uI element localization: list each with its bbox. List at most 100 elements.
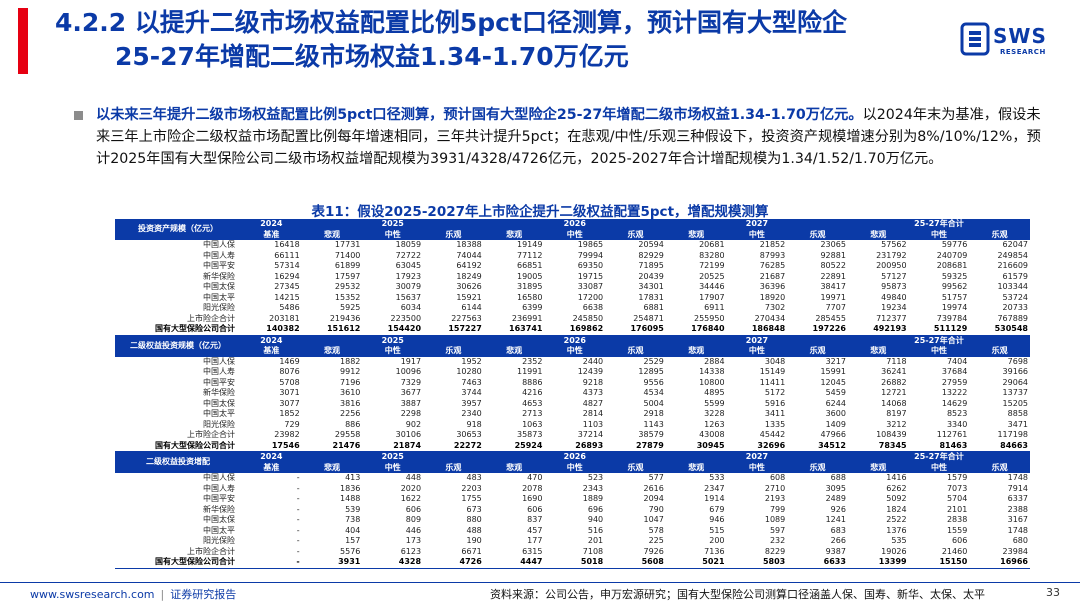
table-cell: 1559 bbox=[946, 525, 968, 535]
table-cell: 6633 bbox=[823, 557, 846, 566]
table-cell: 2078 bbox=[522, 483, 543, 493]
table-cell: 30079 bbox=[395, 282, 422, 291]
title-line-2: 25-27年增配二级市场权益1.34-1.70万亿元 bbox=[115, 42, 629, 71]
footer-url[interactable]: www.swsresearch.com bbox=[30, 588, 155, 601]
table-cell: 61579 bbox=[1002, 271, 1028, 281]
table-cell: 2522 bbox=[886, 515, 907, 524]
table-cell: 254871 bbox=[633, 313, 664, 323]
table-cell: 71895 bbox=[638, 261, 664, 270]
row-label: 中国太平 bbox=[203, 409, 235, 418]
table-cell: 38417 bbox=[820, 282, 846, 291]
year-header: 2026 bbox=[483, 451, 666, 463]
table-cell: 448 bbox=[405, 473, 422, 482]
table-cell: 69350 bbox=[577, 261, 604, 270]
table-cell: 11411 bbox=[759, 377, 786, 387]
row-label: 新华保险 bbox=[203, 504, 235, 514]
table-cell: 7698 bbox=[1007, 356, 1028, 366]
table-cell: 37684 bbox=[941, 367, 968, 376]
table-cell: 11991 bbox=[517, 367, 543, 376]
table-cell: 1376 bbox=[886, 525, 907, 535]
table-cell: 3212 bbox=[886, 419, 907, 429]
table-cell: 2340 bbox=[461, 409, 482, 418]
table-row: 国有大型保险公司合计 17546 21476 21874 22272 25924 26893… bbox=[115, 441, 1030, 452]
table-cell: 169862 bbox=[569, 324, 604, 333]
year-header: 2027 bbox=[665, 451, 848, 463]
table-cell: 27879 bbox=[636, 440, 664, 450]
case-header: 悲观 bbox=[665, 462, 727, 473]
table-row: 中国太保 27345 29532 30079 30626 31895 33087 34301 3… bbox=[115, 282, 1030, 293]
table-cell: 4726 bbox=[459, 557, 482, 566]
table-cell: 2616 bbox=[643, 483, 664, 493]
footer-label: 证券研究报告 bbox=[170, 588, 237, 601]
table-row: 中国太保 - 738 809 880 837 940 1047 946 1089 1241 2522 2… bbox=[115, 515, 1030, 526]
table-cell: 151612 bbox=[326, 324, 361, 333]
table-cell: 255950 bbox=[693, 313, 725, 323]
table-row: 中国人寿 - 1836 2020 2203 2078 2343 2616 2347 2710 309… bbox=[115, 484, 1030, 495]
table-cell: 201 bbox=[587, 536, 604, 545]
table-cell: 2529 bbox=[643, 356, 664, 366]
table-cell: 249854 bbox=[997, 250, 1028, 260]
table-cell: 140382 bbox=[266, 324, 300, 333]
table-cell: 10280 bbox=[456, 367, 482, 376]
table-cell: 225 bbox=[648, 536, 664, 545]
table-cell: 15205 bbox=[1002, 398, 1028, 408]
table-cell: 3048 bbox=[764, 356, 786, 366]
table-cell: 799 bbox=[769, 504, 786, 514]
table-cell: 19234 bbox=[881, 303, 907, 312]
footer-divider bbox=[0, 582, 1080, 583]
case-header: 悲观 bbox=[847, 229, 909, 240]
table-cell: 9556 bbox=[643, 377, 664, 387]
year-header: 25-27年合计 bbox=[847, 451, 1030, 463]
table-cell: 223500 bbox=[390, 313, 422, 323]
table-cell: 6262 bbox=[886, 483, 907, 493]
title-accent-bar bbox=[18, 8, 28, 74]
table-cell: 2814 bbox=[582, 409, 604, 418]
table-cell: 82929 bbox=[638, 250, 664, 260]
table-cell: 163741 bbox=[509, 324, 543, 333]
table-cell: 2884 bbox=[704, 356, 725, 366]
table-cell: 17731 bbox=[334, 240, 361, 249]
table-cell: 738 bbox=[345, 515, 361, 524]
table-row: 中国太平 14215 15352 15637 15921 16580 17200 17831 1… bbox=[115, 293, 1030, 304]
table-cell: 18249 bbox=[456, 271, 482, 281]
table-row: 中国平安 - 1488 1622 1755 1690 1889 2094 1914 2193 248… bbox=[115, 494, 1030, 505]
table-cell: 4373 bbox=[582, 388, 604, 397]
row-label: 中国人寿 bbox=[203, 250, 235, 260]
table-cell: 790 bbox=[648, 504, 664, 514]
table-cell: 23984 bbox=[1002, 546, 1028, 556]
table-cell: 2298 bbox=[400, 409, 422, 418]
table-cell: 946 bbox=[709, 515, 725, 524]
row-label: 上市险企合计 bbox=[187, 313, 235, 323]
table-cell: 4895 bbox=[704, 388, 725, 397]
table-cell: 12721 bbox=[881, 388, 907, 397]
table-cell: 926 bbox=[830, 504, 846, 514]
table-cell: 9387 bbox=[825, 546, 846, 556]
table-cell: 6911 bbox=[704, 303, 725, 312]
table-cell: 577 bbox=[648, 473, 664, 482]
table-cell: 197226 bbox=[812, 324, 846, 333]
table-cell: 8076 bbox=[279, 367, 300, 376]
table-cell: - bbox=[296, 504, 300, 514]
table-cell: 15921 bbox=[456, 292, 482, 302]
table-cell: 22891 bbox=[820, 271, 846, 281]
table-cell: 1103 bbox=[582, 419, 604, 429]
table-cell: 74044 bbox=[456, 250, 482, 260]
section-header-cases: 基准 悲观 中性 乐观 悲观 中性 乐观 悲观 中性 乐观 悲观 中性 乐观 bbox=[115, 229, 1030, 240]
case-header: 乐观 bbox=[787, 462, 848, 473]
table-cell: 16966 bbox=[1000, 557, 1028, 566]
table-cell: 157 bbox=[345, 536, 361, 545]
table-cell: 64192 bbox=[456, 261, 482, 270]
table-cell: 4447 bbox=[520, 557, 543, 566]
table-cell: 5021 bbox=[702, 557, 725, 566]
table-cell: 511129 bbox=[933, 324, 968, 333]
row-label: 中国太平 bbox=[203, 525, 235, 535]
table-cell: 1409 bbox=[825, 419, 846, 429]
table-cell: 3931 bbox=[338, 557, 361, 566]
table-cell: 3600 bbox=[825, 409, 846, 418]
table-row: 中国人保 16418 17731 18059 18388 19149 19865 20594 2… bbox=[115, 240, 1030, 251]
table-cell: 8523 bbox=[946, 409, 968, 418]
section-title: 投资资产规模（亿元） bbox=[115, 219, 241, 240]
case-header: 乐观 bbox=[969, 346, 1030, 357]
table-cell: 578 bbox=[648, 525, 664, 535]
case-header: 悲观 bbox=[847, 346, 909, 357]
